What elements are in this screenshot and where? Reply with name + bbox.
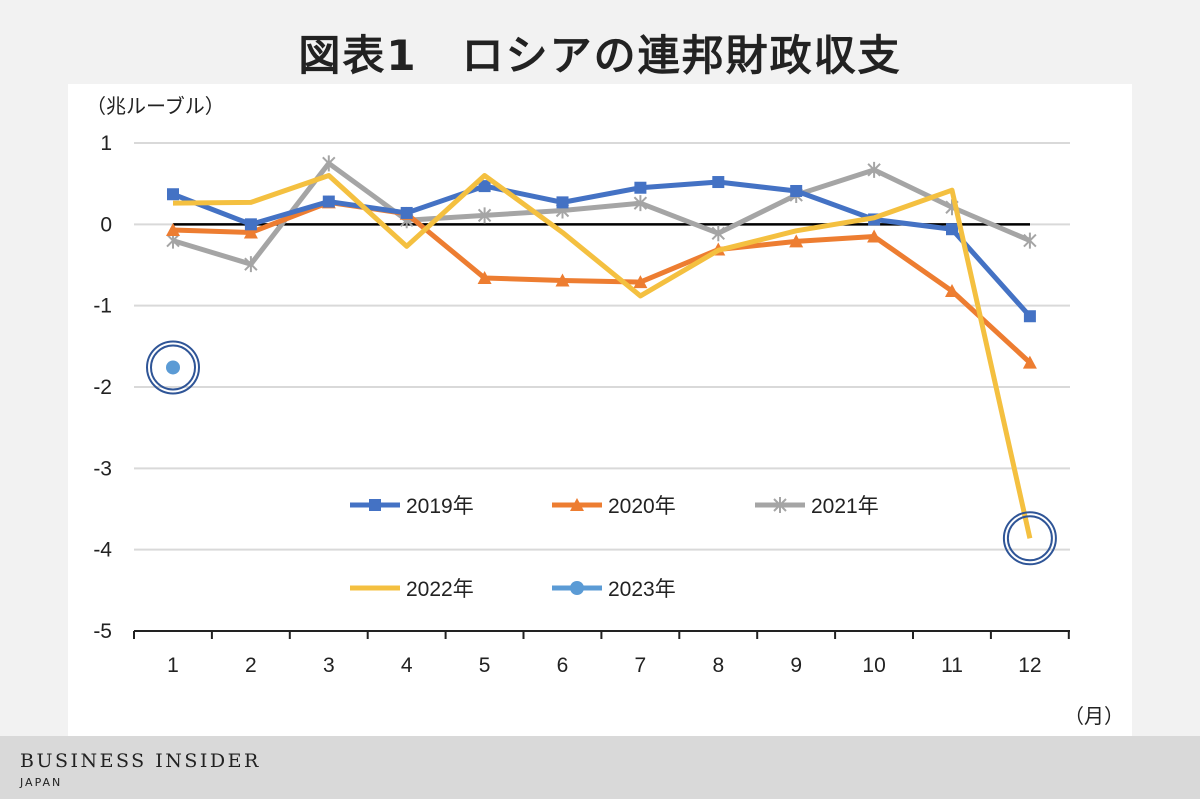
data-point bbox=[243, 225, 258, 239]
series-2019年 bbox=[167, 176, 1036, 323]
data-point bbox=[556, 196, 569, 209]
data-point bbox=[477, 271, 492, 285]
data-point bbox=[789, 234, 804, 248]
brand-logo-sub: JAPAN bbox=[20, 776, 63, 789]
x-tick-label: 7 bbox=[635, 654, 647, 677]
data-point bbox=[867, 161, 881, 178]
brand-logo: BUSINESS INSIDER bbox=[20, 750, 261, 772]
series-2022年 bbox=[172, 173, 1033, 539]
legend-label: 2020年 bbox=[608, 495, 676, 518]
y-tick-label: -1 bbox=[93, 295, 112, 318]
data-point bbox=[1023, 310, 1036, 323]
legend-marker bbox=[369, 499, 381, 511]
legend-label: 2023年 bbox=[608, 578, 676, 601]
x-tick-label: 9 bbox=[790, 654, 802, 677]
data-point bbox=[1022, 355, 1037, 369]
x-tick-label: 5 bbox=[479, 654, 491, 677]
data-point bbox=[946, 223, 958, 236]
y-tick-label: -5 bbox=[93, 620, 112, 643]
series-line bbox=[172, 173, 1033, 539]
series-line bbox=[172, 199, 1032, 365]
data-point bbox=[400, 206, 413, 219]
legend-label: 2021年 bbox=[811, 495, 879, 518]
data-point bbox=[633, 195, 648, 212]
data-point bbox=[478, 180, 491, 193]
y-tick-label: -3 bbox=[93, 457, 112, 480]
highlight-circle bbox=[1002, 511, 1057, 566]
legend-marker bbox=[570, 581, 584, 595]
data-point bbox=[244, 218, 257, 231]
x-tick-label: 6 bbox=[557, 654, 569, 677]
series-2023年 bbox=[166, 360, 180, 375]
data-point bbox=[634, 181, 647, 194]
x-tick-label: 11 bbox=[941, 654, 963, 677]
data-point bbox=[1023, 232, 1037, 249]
data-point bbox=[322, 155, 336, 172]
data-point bbox=[867, 229, 882, 243]
data-point bbox=[477, 207, 492, 224]
y-tick-label: -4 bbox=[93, 539, 112, 562]
data-point bbox=[790, 184, 803, 197]
x-tick-label: 12 bbox=[1018, 654, 1041, 677]
footer: BUSINESS INSIDER JAPAN bbox=[0, 736, 1200, 799]
highlight-circle bbox=[146, 340, 200, 395]
data-point bbox=[633, 275, 648, 289]
y-tick-label: 0 bbox=[100, 213, 112, 236]
data-point bbox=[167, 188, 179, 201]
highlight-circle bbox=[1006, 515, 1053, 562]
data-point bbox=[166, 360, 180, 375]
chart-title: 図表1 ロシアの連邦財政収支 bbox=[298, 31, 902, 80]
x-tick-label: 2 bbox=[245, 654, 257, 677]
x-axis-unit: （月） bbox=[1064, 704, 1124, 728]
data-point bbox=[945, 284, 959, 298]
data-point bbox=[244, 256, 258, 273]
data-point bbox=[322, 195, 335, 208]
data-point bbox=[555, 273, 570, 287]
legend-label: 2022年 bbox=[406, 578, 474, 601]
y-tick-label: -2 bbox=[93, 376, 112, 399]
x-tick-label: 3 bbox=[323, 654, 335, 677]
x-tick-label: 10 bbox=[862, 654, 885, 677]
data-point bbox=[712, 176, 725, 189]
legend-label: 2019年 bbox=[406, 495, 474, 518]
x-tick-label: 8 bbox=[712, 654, 724, 677]
data-point bbox=[166, 223, 180, 237]
data-point bbox=[711, 225, 726, 242]
y-axis-unit: （兆ルーブル） bbox=[86, 94, 225, 118]
y-tick-label: 1 bbox=[100, 132, 112, 155]
x-tick-label: 1 bbox=[167, 654, 179, 677]
legend-marker bbox=[570, 498, 584, 511]
highlight-circle bbox=[150, 344, 196, 391]
x-tick-label: 4 bbox=[401, 654, 413, 677]
legend-marker bbox=[773, 497, 787, 513]
series-line bbox=[172, 179, 1032, 318]
